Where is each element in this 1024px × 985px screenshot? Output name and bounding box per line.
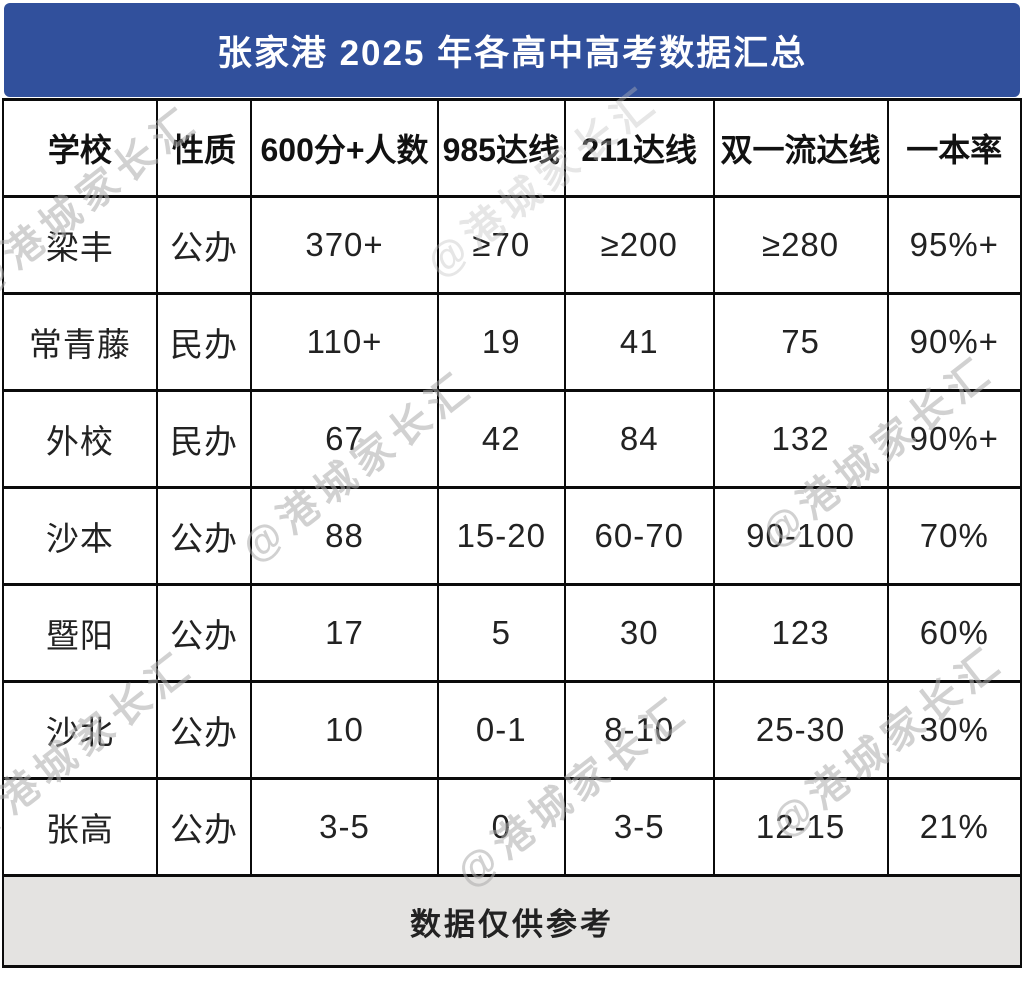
col-header-type: 性质 [155,98,253,198]
cell-school: 暨阳 [2,583,158,683]
cell-211: 3-5 [563,777,715,877]
col-header-600plus: 600分+人数 [250,98,439,198]
cell-tier1-rate: 60% [886,583,1023,683]
cell-985: ≥70 [436,195,566,295]
cell-type: 公办 [155,680,253,780]
footer-note: 数据仅供参考 [2,874,1022,968]
cell-school: 常青藤 [2,292,158,392]
table-row: 暨阳 公办 17 5 30 123 60% [2,583,1023,683]
exam-data-table: 学校 性质 600分+人数 985达线 211达线 双一流达线 一本率 梁丰 公… [2,98,1023,968]
col-header-985: 985达线 [436,98,566,198]
cell-211: ≥200 [563,195,715,295]
col-header-211: 211达线 [563,98,715,198]
cell-double-first-class: 123 [712,583,889,683]
cell-600plus: 67 [250,389,439,489]
cell-type: 民办 [155,389,253,489]
footer-row: 数据仅供参考 [2,874,1022,968]
cell-985: 0-1 [436,680,566,780]
table-row: 沙北 公办 10 0-1 8-10 25-30 30% [2,680,1023,780]
table-row: 沙本 公办 88 15-20 60-70 90-100 70% [2,486,1023,586]
cell-type: 公办 [155,583,253,683]
page-title: 张家港 2025 年各高中高考数据汇总 [216,33,808,73]
cell-double-first-class: 132 [712,389,889,489]
cell-985: 15-20 [436,486,566,586]
cell-211: 60-70 [563,486,715,586]
cell-600plus: 88 [250,486,439,586]
cell-double-first-class: ≥280 [712,195,889,295]
cell-985: 19 [436,292,566,392]
cell-211: 41 [563,292,715,392]
cell-double-first-class: 12-15 [712,777,889,877]
cell-985: 0 [436,777,566,877]
cell-211: 84 [563,389,715,489]
cell-double-first-class: 90-100 [712,486,889,586]
cell-school: 沙北 [2,680,158,780]
table-row: 梁丰 公办 370+ ≥70 ≥200 ≥280 95%+ [2,195,1023,295]
cell-tier1-rate: 70% [886,486,1023,586]
cell-211: 8-10 [563,680,715,780]
cell-type: 公办 [155,195,253,295]
cell-tier1-rate: 30% [886,680,1023,780]
cell-600plus: 110+ [250,292,439,392]
cell-985: 5 [436,583,566,683]
cell-school: 沙本 [2,486,158,586]
table-row: 外校 民办 67 42 84 132 90%+ [2,389,1023,489]
cell-600plus: 3-5 [250,777,439,877]
cell-type: 公办 [155,486,253,586]
cell-985: 42 [436,389,566,489]
cell-tier1-rate: 21% [886,777,1023,877]
cell-school: 外校 [2,389,158,489]
cell-600plus: 370+ [250,195,439,295]
cell-tier1-rate: 90%+ [886,292,1023,392]
title-banner: 张家港 2025 年各高中高考数据汇总 [4,3,1020,97]
cell-211: 30 [563,583,715,683]
table-row: 常青藤 民办 110+ 19 41 75 90%+ [2,292,1023,392]
cell-600plus: 17 [250,583,439,683]
table-row: 张高 公办 3-5 0 3-5 12-15 21% [2,777,1023,877]
cell-tier1-rate: 95%+ [886,195,1023,295]
col-header-tier1-rate: 一本率 [886,98,1023,198]
cell-type: 民办 [155,292,253,392]
cell-tier1-rate: 90%+ [886,389,1023,489]
cell-600plus: 10 [250,680,439,780]
col-header-school: 学校 [2,98,158,198]
cell-school: 梁丰 [2,195,158,295]
col-header-double-first-class: 双一流达线 [712,98,889,198]
cell-school: 张高 [2,777,158,877]
cell-type: 公办 [155,777,253,877]
cell-double-first-class: 75 [712,292,889,392]
cell-double-first-class: 25-30 [712,680,889,780]
header-row: 学校 性质 600分+人数 985达线 211达线 双一流达线 一本率 [2,98,1023,198]
